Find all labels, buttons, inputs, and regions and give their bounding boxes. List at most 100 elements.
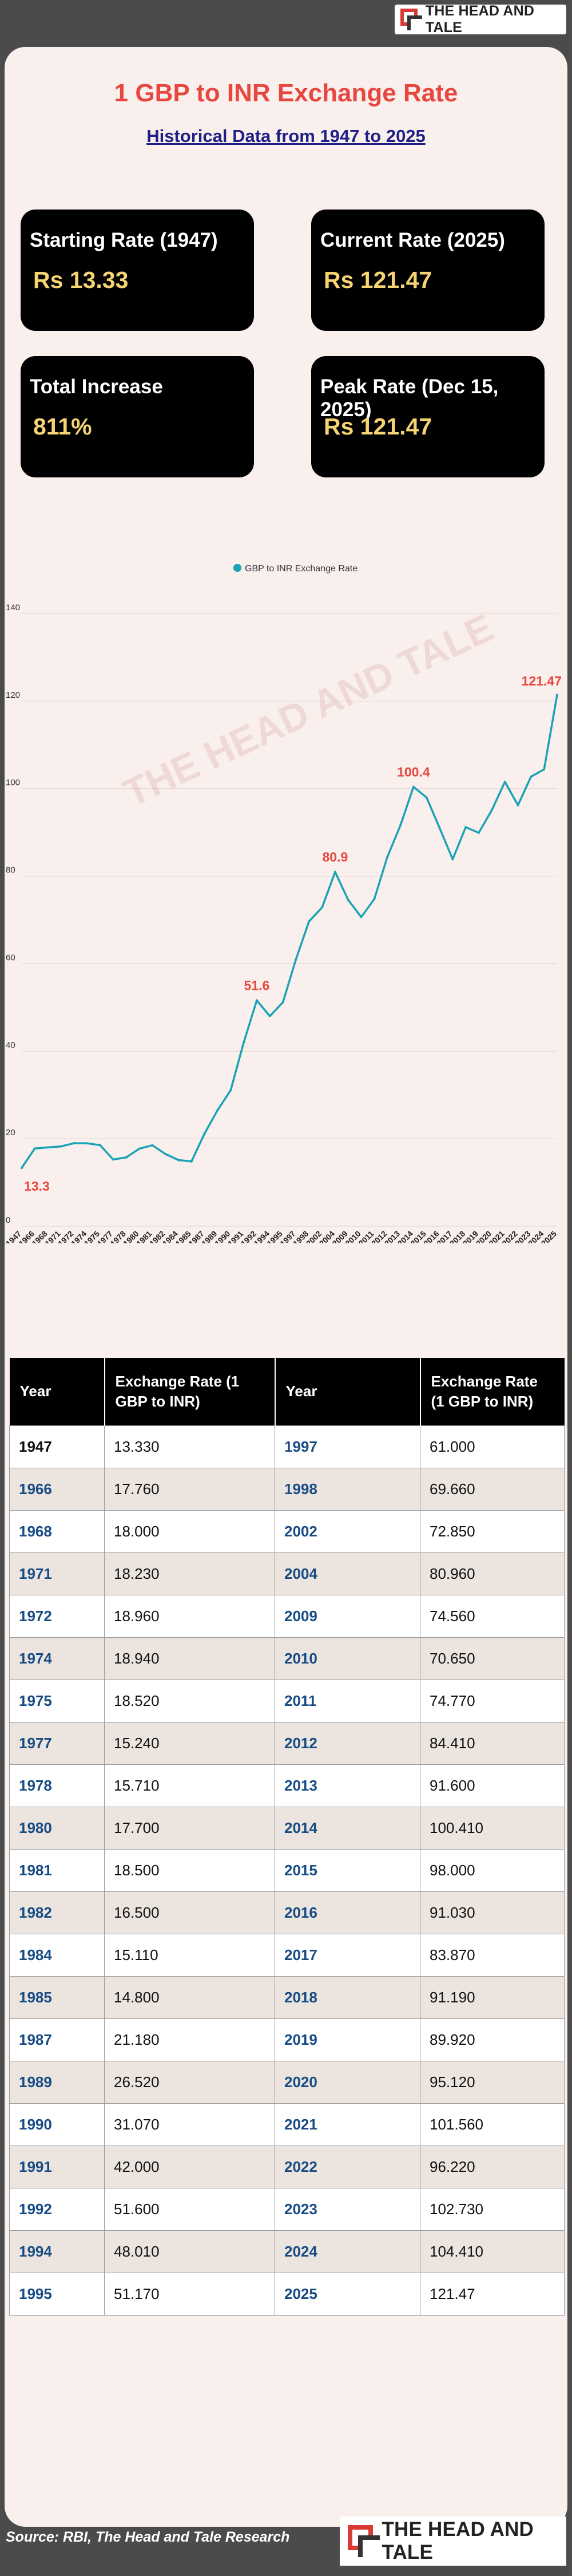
infographic-card: 1 GBP to INR Exchange Rate Historical Da… <box>5 47 567 2527</box>
year-cell: 2021 <box>275 2103 420 2146</box>
year-cell: 1991 <box>9 2146 105 2188</box>
y-tick-label: 120 <box>6 690 20 700</box>
rate-cell: 13.330 <box>104 1425 275 1468</box>
table-header-row: Year Exchange Rate (1 GBP to INR) Year E… <box>9 1358 565 1426</box>
rate-cell: 83.870 <box>420 1934 565 1977</box>
table-row: 1975 18.520 2011 74.770 <box>9 1680 565 1722</box>
data-point <box>243 1041 245 1044</box>
rate-cell: 15.240 <box>104 1722 275 1765</box>
data-point <box>360 916 363 919</box>
rate-cell: 74.770 <box>420 1680 565 1722</box>
year-cell: 2020 <box>275 2061 420 2104</box>
data-label: 80.9 <box>323 850 348 864</box>
year-cell: 2019 <box>275 2018 420 2061</box>
rate-cell: 72.850 <box>420 1510 565 1553</box>
stat-value: Rs 13.33 <box>33 267 129 293</box>
table-row: 1985 14.800 2018 91.190 <box>9 1976 565 2019</box>
year-cell: 2016 <box>275 1891 420 1934</box>
table-row: 1980 17.700 2014 100.410 <box>9 1807 565 1850</box>
rate-cell: 91.600 <box>420 1764 565 1807</box>
stat-label: Starting Rate (1947) <box>30 229 218 251</box>
rate-cell: 18.230 <box>104 1552 275 1595</box>
year-cell: 2012 <box>275 1722 420 1765</box>
rate-cell: 18.500 <box>104 1849 275 1892</box>
line-chart-svg: 0 20 40 60 80 100 120 140 GBP to INR Exchange Ra… <box>5 564 562 1248</box>
rate-cell: 89.920 <box>420 2018 565 2061</box>
data-point <box>281 1001 284 1003</box>
table-row: 1995 51.170 2025 121.47 <box>9 2273 565 2316</box>
y-tick-label: 0 <box>6 1215 10 1225</box>
year-cell: 1994 <box>9 2230 105 2273</box>
legend-marker <box>233 564 241 572</box>
line-chart: THE HEAD AND TALE 0 20 40 60 80 100 120 140 GBP … <box>5 539 567 1248</box>
year-cell: 2018 <box>275 1976 420 2019</box>
y-tick-label: 60 <box>6 953 15 962</box>
data-point <box>543 768 546 771</box>
table-row: 1977 15.240 2012 84.410 <box>9 1722 565 1765</box>
y-tick-label: 100 <box>6 778 20 788</box>
rate-cell: 18.960 <box>104 1595 275 1638</box>
data-point <box>386 855 389 858</box>
data-point <box>517 804 519 807</box>
column-header-year: Year <box>275 1358 421 1426</box>
stat-value: Rs 121.47 <box>324 267 432 293</box>
data-label: 100.4 <box>397 765 430 780</box>
data-point <box>177 1159 180 1161</box>
rate-cell: 14.800 <box>104 1976 275 2019</box>
data-point <box>399 824 402 827</box>
stat-value: 811% <box>33 413 92 440</box>
rate-cell: 96.220 <box>420 2146 565 2188</box>
rate-cell: 104.410 <box>420 2230 565 2273</box>
data-point <box>203 1132 206 1135</box>
rate-cell: 100.410 <box>420 1807 565 1850</box>
year-cell: 1977 <box>9 1722 105 1765</box>
y-tick-label: 20 <box>6 1128 15 1137</box>
data-point <box>151 1144 154 1147</box>
data-point <box>321 906 324 909</box>
year-cell: 2009 <box>275 1595 420 1638</box>
data-point <box>73 1142 76 1145</box>
brand-logo-icon <box>348 2525 380 2557</box>
year-cell: 1997 <box>275 1425 420 1468</box>
year-cell: 1981 <box>9 1849 105 1892</box>
legend-label: GBP to INR Exchange Rate <box>245 564 357 574</box>
year-cell: 1990 <box>9 2103 105 2146</box>
brand-logo-icon <box>400 9 422 30</box>
year-cell: 1978 <box>9 1764 105 1807</box>
year-cell: 2015 <box>275 1849 420 1892</box>
brand-name: THE HEAD AND TALE <box>425 3 535 35</box>
data-point <box>308 920 311 923</box>
stat-card-starting-rate: Starting Rate (1947) Rs 13.33 <box>21 210 254 331</box>
source-note: Source: RBI, The Head and Tale Research <box>6 2529 290 2545</box>
y-tick-label: 140 <box>6 603 20 613</box>
rate-cell: 61.000 <box>420 1425 565 1468</box>
table-row: 1989 26.520 2020 95.120 <box>9 2061 565 2104</box>
rate-cell: 69.660 <box>420 1468 565 1511</box>
year-cell: 1989 <box>9 2061 105 2104</box>
data-point <box>478 831 480 834</box>
year-cell: 1982 <box>9 1891 105 1934</box>
rate-cell: 16.500 <box>104 1891 275 1934</box>
year-cell: 2010 <box>275 1637 420 1680</box>
rate-cell: 84.410 <box>420 1722 565 1765</box>
brand-logo-bottom: THE HEAD AND TALE <box>340 2516 566 2566</box>
data-point <box>229 1089 232 1092</box>
data-point <box>138 1147 141 1150</box>
brand-name: THE HEAD AND TALE <box>382 2518 534 2563</box>
year-cell: 1968 <box>9 1510 105 1553</box>
table-row: 1984 15.110 2017 83.870 <box>9 1934 565 1977</box>
column-header-rate: Exchange Rate (1 GBP to INR) <box>104 1358 276 1426</box>
data-point <box>86 1142 89 1145</box>
rate-cell: 31.070 <box>104 2103 275 2146</box>
data-point <box>464 826 467 829</box>
data-label: 13.3 <box>24 1179 50 1194</box>
year-cell: 2017 <box>275 1934 420 1977</box>
rate-cell: 18.000 <box>104 1510 275 1553</box>
stat-card-current-rate: Current Rate (2025) Rs 121.47 <box>311 210 545 331</box>
table-row: 1982 16.500 2016 91.030 <box>9 1891 565 1934</box>
series-line <box>21 694 558 1169</box>
rate-cell: 70.650 <box>420 1637 565 1680</box>
y-tick-label: 40 <box>6 1040 15 1050</box>
data-point <box>412 785 415 788</box>
rate-cell: 26.520 <box>104 2061 275 2104</box>
